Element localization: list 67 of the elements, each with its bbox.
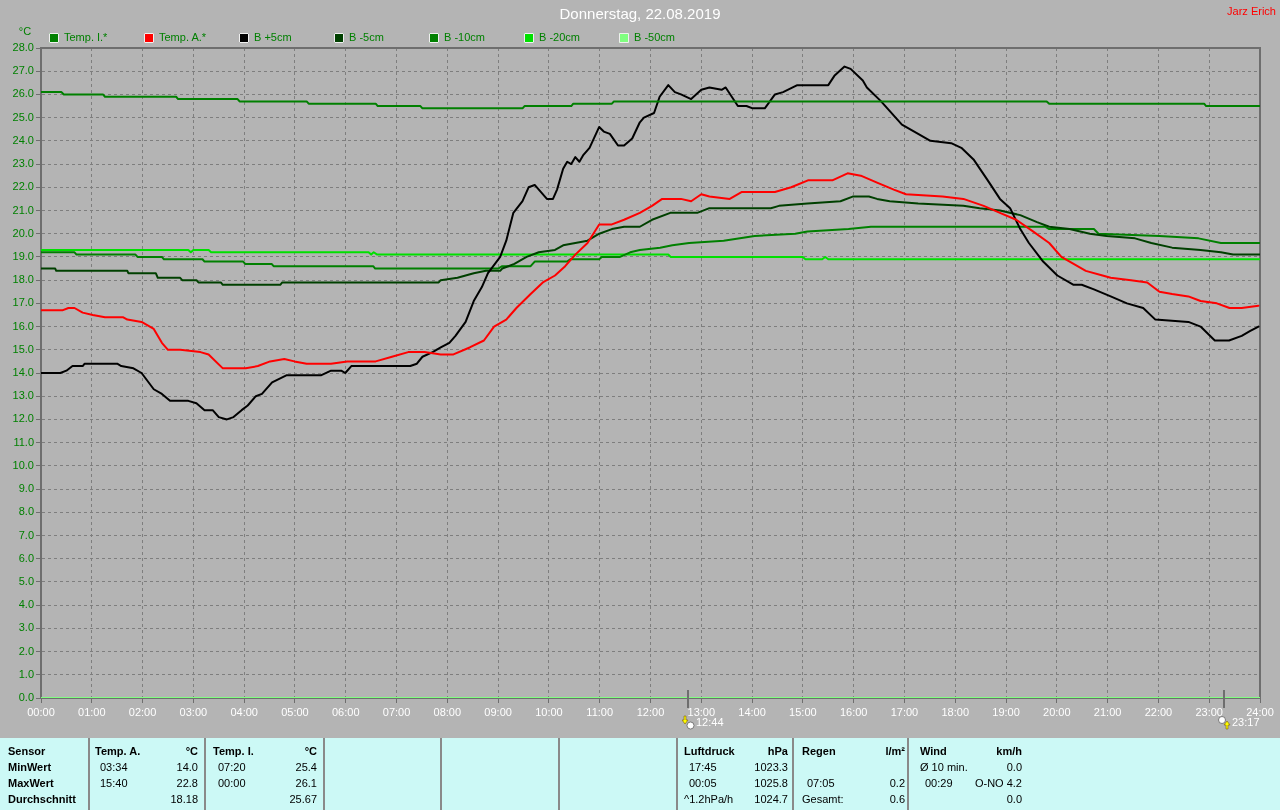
x-tick-label: 14:00 <box>738 705 766 718</box>
y-tick-label: 0.0 <box>18 691 34 704</box>
x-tick-label: 03:00 <box>179 705 208 718</box>
y-tick-label: 15.0 <box>12 342 34 355</box>
legend-label: B -10cm <box>444 31 485 44</box>
text: Jarz Erich <box>1227 5 1276 18</box>
y-tick-label: 13.0 <box>12 389 34 402</box>
x-tick-label: 01:00 <box>78 705 106 718</box>
legend-label: B +5cm <box>254 31 292 44</box>
chart-title: Donnerstag, 22.08.2019 <box>559 5 721 23</box>
y-tick-label: 23.0 <box>12 157 34 170</box>
y-tick-label: 18.0 <box>12 273 34 286</box>
y-tick-label: 3.0 <box>18 621 34 634</box>
y-tick-label: 5.0 <box>18 574 34 587</box>
x-tick-label: 06:00 <box>331 705 360 718</box>
y-tick-label: 12.0 <box>12 412 34 425</box>
y-tick-label: 11.0 <box>13 435 34 448</box>
x-tick-label: 00:00 <box>27 705 55 718</box>
table-panel: Sensor MinWert MaxWert Durchschnitt Temp. A. °C 03:34 14.0 15:40 22.8 18.18 Temp. I. °C 07:20 25.4 00:00 26.1 25.67 Luftdruck hPa 17:45 1023.3 00:05 1025.8 ^1.2hPa/h 1024.7 Regen l/m² 07:05 0.2 Gesamt: 0.6 Wind km/h Ø 10 min. 0.0 00:29 O-NO 4.2 0.0 <box>0 738 1280 810</box>
y-tick-label: 27.0 <box>12 64 34 77</box>
x-tick-label: 08:00 <box>433 705 462 718</box>
x-tick-label: 19:00 <box>992 705 1020 718</box>
x-tick-label: 07:00 <box>382 705 411 718</box>
text: 12:44 <box>696 716 724 729</box>
y-tick-label: 4.0 <box>18 598 34 611</box>
y-axis-title: °C <box>18 25 32 38</box>
legend-label: Temp. A.* <box>159 31 207 44</box>
x-tick-label: 16:00 <box>839 705 868 718</box>
x-tick-label: 18:00 <box>941 705 970 718</box>
y-tick-label: 9.0 <box>18 482 34 495</box>
x-tick-label: 12:00 <box>636 705 665 718</box>
x-tick-label: 15:00 <box>789 705 817 718</box>
legend-label: B -5cm <box>349 31 384 44</box>
x-tick-label: 24:00 <box>1246 705 1274 718</box>
y-tick-label: 28.0 <box>12 41 34 54</box>
x-tick-label: 02:00 <box>128 705 157 718</box>
y-tick-label: 10.0 <box>12 458 34 471</box>
text: 23:17 <box>1232 716 1260 729</box>
y-tick-label: 1.0 <box>18 667 34 680</box>
x-tick-label: 23:00 <box>1195 705 1223 718</box>
legend-label: B -50cm <box>634 31 675 44</box>
y-tick-label: 14.0 <box>12 366 34 379</box>
legend-label: Temp. I.* <box>64 31 109 44</box>
y-tick-label: 6.0 <box>18 551 34 564</box>
y-tick-label: 20.0 <box>12 226 34 239</box>
y-tick-label: 16.0 <box>12 319 34 332</box>
y-tick-label: 22.0 <box>12 180 34 193</box>
x-tick-label: 10:00 <box>535 705 563 718</box>
x-tick-label: 22:00 <box>1144 705 1173 718</box>
legend-label: B -20cm <box>539 31 580 44</box>
y-tick-label: 25.0 <box>12 110 34 123</box>
x-tick-label: 17:00 <box>890 705 919 718</box>
y-tick-label: 7.0 <box>18 528 34 541</box>
y-tick-label: 19.0 <box>12 249 34 262</box>
y-tick-label: 21.0 <box>12 203 34 216</box>
x-tick-label: 04:00 <box>230 705 258 718</box>
y-tick-label: 24.0 <box>12 133 34 146</box>
x-tick-label: 13:00 <box>687 705 716 718</box>
y-tick-label: 26.0 <box>12 87 34 100</box>
y-tick-label: 17.0 <box>12 296 34 309</box>
x-tick-label: 21:00 <box>1093 705 1122 718</box>
x-tick-label: 20:00 <box>1043 705 1071 718</box>
x-tick-label: 05:00 <box>281 705 309 718</box>
x-tick-label: 11:00 <box>586 705 614 718</box>
x-tick-label: 09:00 <box>484 705 512 718</box>
y-tick-label: 8.0 <box>18 505 34 518</box>
y-tick-label: 2.0 <box>18 644 34 657</box>
